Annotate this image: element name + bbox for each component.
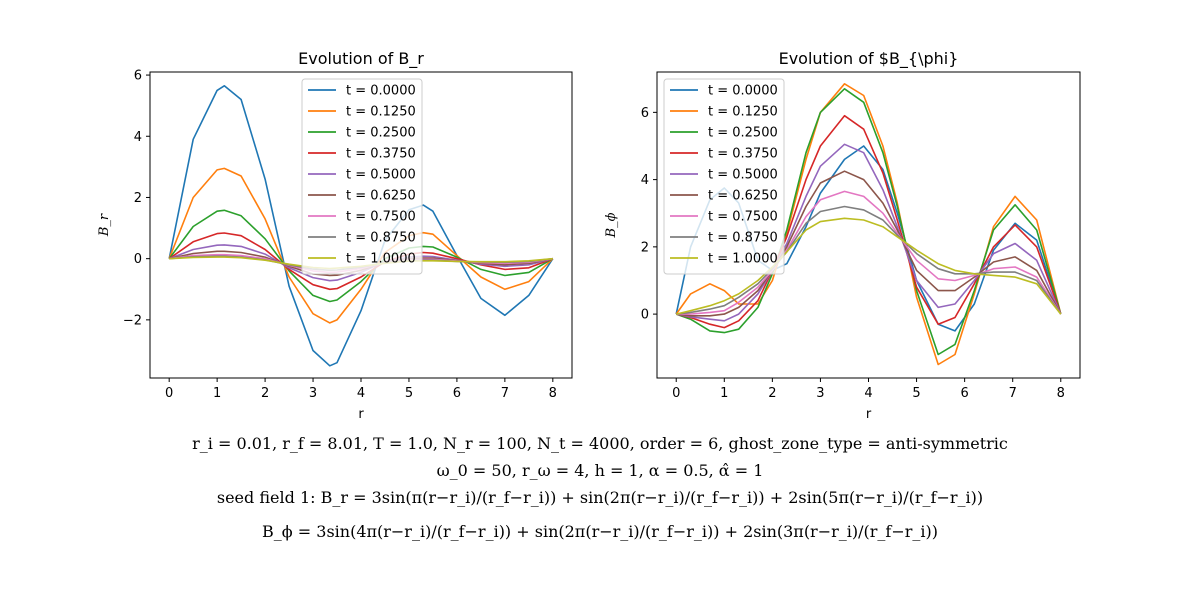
legend-label-2: t = 0.2500: [346, 126, 416, 141]
legend-box: [663, 78, 785, 275]
series-line-5: [676, 170, 1062, 317]
legend-label-4: t = 0.5000: [708, 168, 778, 183]
legend-label-0: t = 0.0000: [708, 84, 778, 99]
series-line-6: [676, 190, 1062, 315]
y-tick-label: 0: [134, 252, 142, 267]
caption-dynamo-parameters: ω_0 = 50, r_ω = 4, h = 1, α = 0.5, α̂ = …: [436, 461, 764, 480]
x-tick-label: 2: [768, 386, 776, 401]
x-tick-label: 6: [453, 386, 461, 401]
x-tick-label: 5: [912, 386, 920, 401]
series-line-8: [676, 217, 1062, 315]
series-line-4: [676, 143, 1062, 322]
legend-label-1: t = 0.1250: [708, 105, 778, 120]
legend-label-5: t = 0.6250: [708, 189, 778, 204]
legend-label-6: t = 0.7500: [346, 210, 416, 225]
legend-label-2: t = 0.2500: [708, 126, 778, 141]
legend-box: [301, 78, 423, 275]
chart-title: Evolution of B_r: [298, 49, 424, 69]
x-tick-label: 2: [261, 386, 269, 401]
x-axis-label: r: [866, 407, 872, 422]
x-axis-label: r: [358, 407, 364, 422]
y-axis-label: B_r: [97, 213, 112, 237]
x-tick-label: 4: [357, 386, 365, 401]
y-tick-label: 2: [134, 191, 142, 206]
series-line-1: [168, 167, 554, 324]
legend-label-5: t = 0.6250: [346, 189, 416, 204]
caption-seed-br: seed field 1: B_r = 3sin(π(r−r_i)/(r_f−r…: [216, 488, 984, 507]
legend-label-0: t = 0.0000: [346, 84, 416, 99]
x-tick-label: 3: [816, 386, 824, 401]
legend-label-7: t = 0.8750: [708, 231, 778, 246]
y-tick-label: 6: [641, 106, 649, 121]
chart-bphi: Evolution of $B_{\phi}0 1 2 3 4 5 6 7 80246rB_ϕt…: [604, 49, 1081, 422]
legend-label-6: t = 0.7500: [708, 210, 778, 225]
legend-label-4: t = 0.5000: [346, 168, 416, 183]
y-tick-label: 2: [641, 240, 649, 255]
series-line-2: [675, 88, 1062, 356]
legend-label-3: t = 0.3750: [708, 147, 778, 162]
x-tick-label: 6: [960, 386, 968, 401]
caption-seed-bphi: B_ϕ = 3sin(4π(r−r_i)/(r_f−r_i)) + sin(2π…: [262, 522, 938, 541]
y-tick-label: 6: [134, 69, 142, 84]
x-tick-label: 5: [405, 386, 413, 401]
legend-label-8: t = 1.0000: [346, 252, 416, 267]
x-tick-label: 1: [720, 386, 728, 401]
legend-label-8: t = 1.0000: [708, 252, 778, 267]
legend: t = 0.0000 t = 0.1250 t = 0.2500 t = 0.3750…: [663, 78, 785, 275]
x-tick-label: 7: [501, 386, 509, 401]
x-tick-label: 8: [549, 386, 557, 401]
legend-label-7: t = 0.8750: [346, 231, 416, 246]
x-tick-label: 7: [1009, 386, 1017, 401]
series-line-7: [676, 205, 1062, 315]
x-tick-label: 0: [672, 386, 680, 401]
y-tick-label: −2: [123, 313, 142, 328]
x-tick-label: 0: [165, 386, 173, 401]
legend: t = 0.0000 t = 0.1250 t = 0.2500 t = 0.3750…: [301, 78, 423, 275]
y-tick-label: 4: [641, 173, 649, 188]
y-tick-label: 0: [641, 308, 649, 323]
x-tick-label: 1: [213, 386, 221, 401]
caption-parameters: r_i = 0.01, r_f = 8.01, T = 1.0, N_r = 1…: [192, 434, 1008, 453]
chart-title: Evolution of $B_{\phi}: [779, 49, 959, 69]
series-line-3: [676, 114, 1062, 329]
x-tick-label: 3: [309, 386, 317, 401]
y-tick-label: 4: [134, 130, 142, 145]
x-tick-label: 4: [864, 386, 872, 401]
legend-label-1: t = 0.1250: [346, 105, 416, 120]
y-axis-label: B_ϕ: [604, 212, 619, 238]
series-line-0: [168, 85, 554, 367]
x-tick-label: 8: [1057, 386, 1065, 401]
series-line-2: [168, 209, 554, 303]
legend-label-3: t = 0.3750: [346, 147, 416, 162]
